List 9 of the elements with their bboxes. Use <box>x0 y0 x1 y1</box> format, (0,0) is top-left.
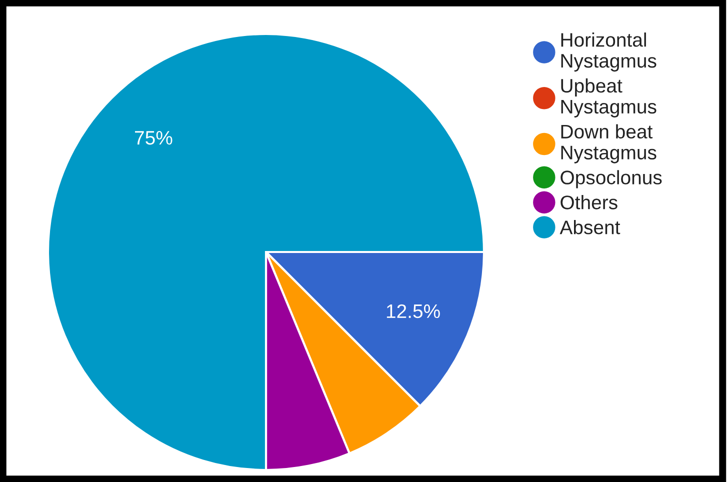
legend-label: Others <box>560 195 618 210</box>
data-label: 12.5% <box>386 304 440 318</box>
legend-label: Upbeat Nystagmus <box>561 78 656 118</box>
legend-label: Horizontal Nystagmus <box>561 32 656 72</box>
legend-label: Opsoclonus <box>560 170 662 188</box>
legend-label: Absent <box>560 220 620 234</box>
pie-slice <box>46 32 486 472</box>
data-label: 75% <box>135 131 172 145</box>
legend-label: Down beat Nystagmus <box>561 124 656 164</box>
